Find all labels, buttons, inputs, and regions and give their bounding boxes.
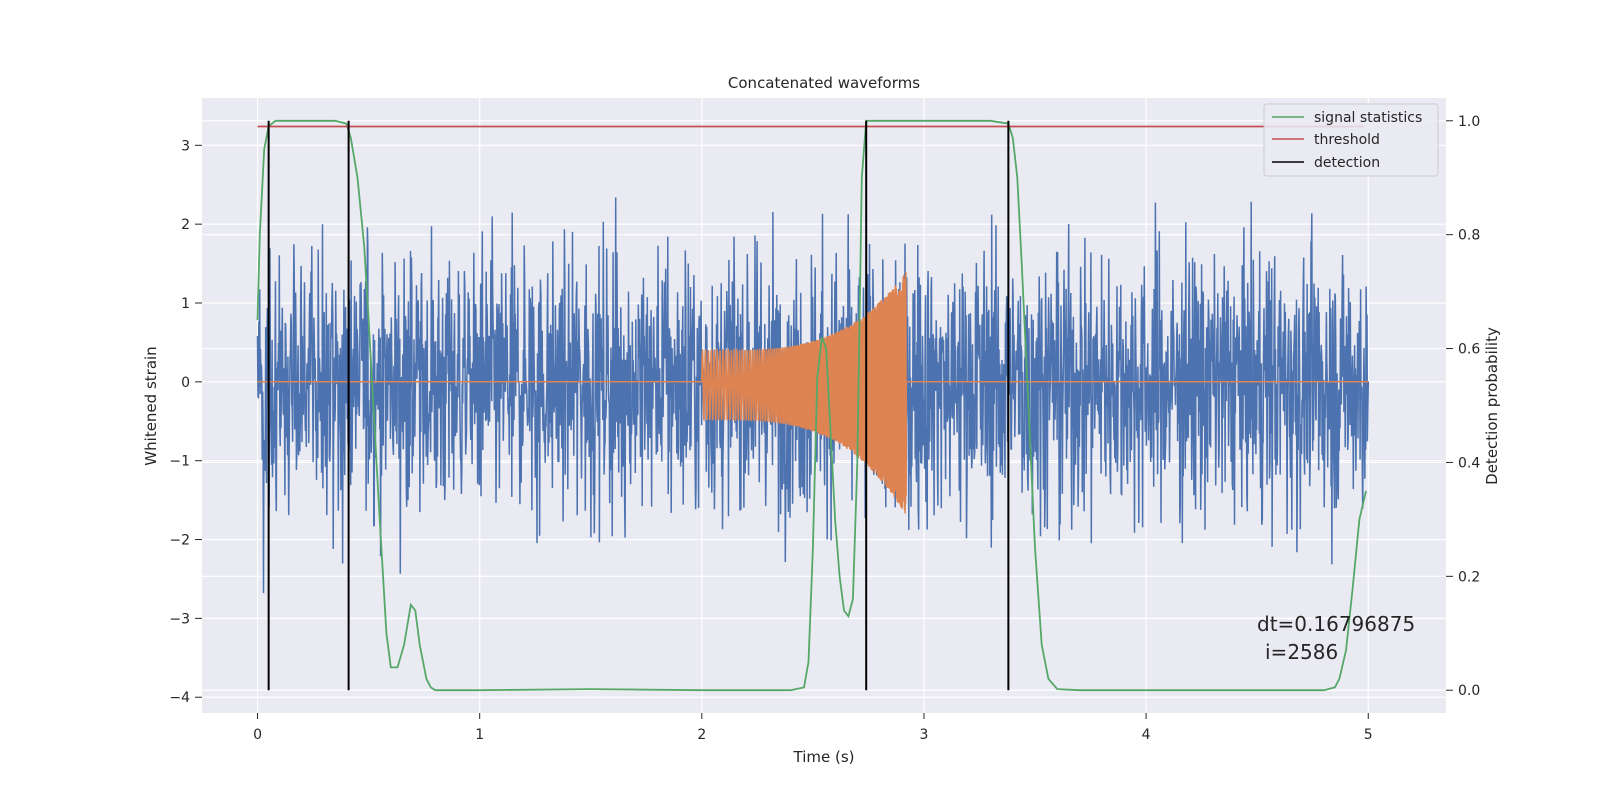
noise-series-line — [256, 197, 1370, 594]
axes-layer: 0 1 2 3 4 5 −4 −3 −2 −1 0 1 2 3 0.0 0.2 0.4 0.6 0.8 1.0 — [169, 114, 1480, 743]
y-tick-label-right: 0.6 — [1458, 342, 1480, 358]
x-tick-label: 2 — [697, 727, 706, 743]
waveform-series-line — [257, 272, 1369, 514]
x-tick-label: 1 — [475, 727, 484, 743]
series-layer — [256, 119, 1370, 692]
x-tick-label: 5 — [1364, 727, 1373, 743]
chart-title: Concatenated waveforms — [728, 74, 920, 92]
y-tick-label-left: −2 — [169, 533, 190, 549]
x-tick-label: 3 — [920, 727, 929, 743]
y-tick-label-left: 3 — [181, 138, 190, 154]
y-tick-label-right: 0.0 — [1458, 683, 1480, 699]
y-tick-label-left: −3 — [169, 611, 190, 627]
y-tick-label-left: 2 — [181, 217, 190, 233]
y-tick-label-left: 0 — [181, 375, 190, 391]
signal-statistics-series-line — [256, 119, 1367, 692]
y-axis-label-right: Detection probability — [1483, 327, 1501, 485]
y-tick-label-left: 1 — [181, 296, 190, 312]
y-tick-label-left: −1 — [169, 454, 190, 470]
legend-label-threshold: threshold — [1314, 132, 1380, 148]
y-tick-label-right: 0.4 — [1458, 455, 1480, 471]
legend: signal statistics threshold detection — [1263, 103, 1439, 177]
annotation-i: i=2586 — [1265, 640, 1338, 664]
x-axis-label: Time (s) — [793, 748, 855, 766]
y-axis-label-left: Whitened strain — [142, 346, 160, 465]
y-tick-label-right: 1.0 — [1458, 114, 1480, 130]
y-tick-label-left: −4 — [169, 690, 190, 706]
legend-label-signal-statistics: signal statistics — [1314, 110, 1422, 126]
y-tick-label-right: 0.2 — [1458, 569, 1480, 585]
y-tick-label-right: 0.8 — [1458, 228, 1480, 244]
x-tick-label: 4 — [1142, 727, 1151, 743]
x-tick-label: 0 — [253, 727, 262, 743]
legend-box — [1263, 103, 1439, 177]
annotation-dt: dt=0.16796875 — [1257, 612, 1415, 636]
legend-label-detection: detection — [1314, 155, 1380, 171]
